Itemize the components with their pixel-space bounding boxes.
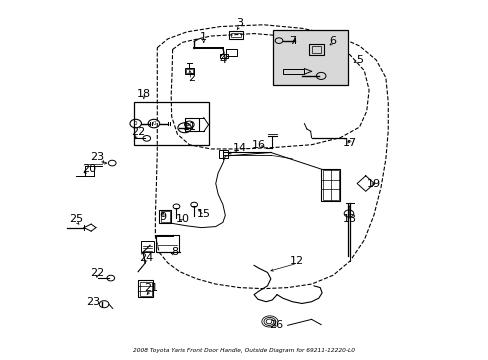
Text: 16: 16 (251, 140, 265, 150)
Text: 6: 6 (329, 36, 336, 46)
Bar (159, 210, 171, 223)
Bar (140, 241, 154, 252)
Text: 4: 4 (219, 55, 226, 65)
Bar (311, 46, 321, 53)
Text: 2: 2 (188, 73, 195, 83)
Bar (160, 211, 169, 222)
Bar (273, 30, 347, 85)
Text: 25: 25 (69, 214, 82, 224)
Text: 11: 11 (182, 122, 196, 132)
Text: 0: 0 (152, 121, 155, 126)
Bar (219, 54, 228, 58)
Text: 1: 1 (200, 32, 207, 42)
Text: 26: 26 (268, 320, 283, 330)
Text: 13: 13 (342, 214, 356, 224)
Text: 15: 15 (196, 208, 210, 219)
Text: 5: 5 (355, 55, 362, 65)
Bar (134, 102, 208, 145)
Bar (308, 44, 323, 55)
Text: 22: 22 (131, 127, 145, 138)
Text: 23: 23 (90, 152, 104, 162)
Text: 2008 Toyota Yaris Front Door Handle, Outside Diagram for 69211-12220-L0: 2008 Toyota Yaris Front Door Handle, Out… (133, 348, 355, 353)
Text: 3: 3 (236, 18, 243, 28)
Text: 20: 20 (81, 165, 96, 174)
Text: 9: 9 (159, 212, 166, 222)
Text: 18: 18 (137, 89, 151, 99)
Text: 19: 19 (366, 179, 380, 189)
Text: 21: 21 (143, 283, 158, 293)
Bar (231, 32, 240, 37)
Text: 0: 0 (134, 121, 137, 126)
Bar (226, 49, 236, 56)
Text: 22: 22 (90, 269, 104, 279)
Bar (138, 280, 153, 297)
Text: 23: 23 (86, 297, 101, 307)
Text: 10: 10 (176, 214, 190, 224)
Bar (282, 68, 304, 74)
Text: 14: 14 (232, 143, 246, 153)
Text: 7: 7 (288, 36, 295, 46)
Bar (140, 282, 151, 296)
Text: 12: 12 (289, 256, 304, 266)
Bar (229, 31, 242, 39)
Text: 17: 17 (342, 138, 356, 148)
Text: 24: 24 (139, 253, 153, 262)
Bar (184, 118, 199, 131)
Bar (185, 69, 192, 73)
Bar (219, 150, 227, 158)
Bar (156, 235, 179, 252)
Bar (322, 171, 338, 200)
Bar (321, 170, 340, 201)
Bar (184, 68, 194, 74)
Text: 8: 8 (171, 247, 178, 257)
